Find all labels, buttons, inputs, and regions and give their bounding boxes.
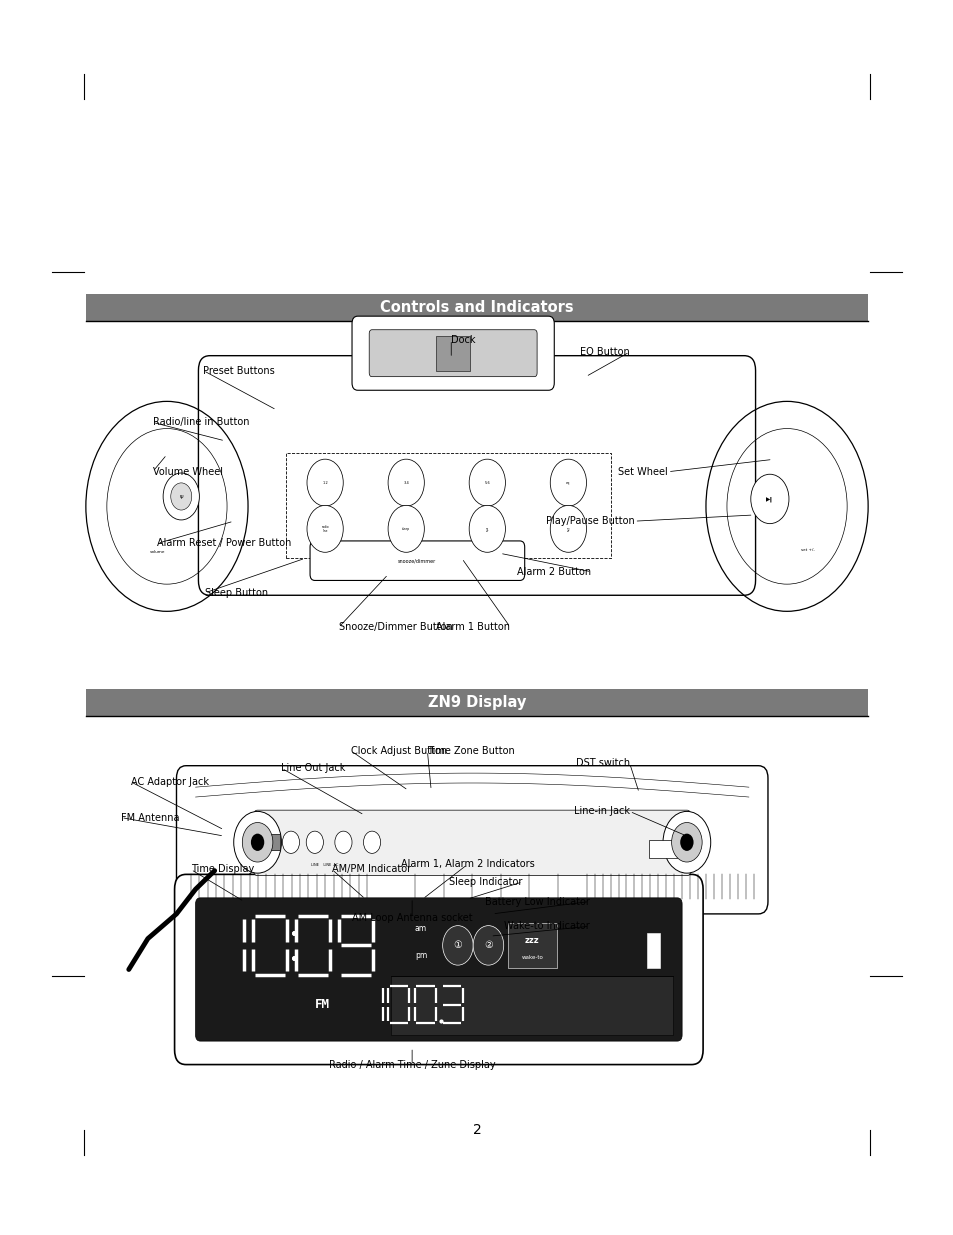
Text: Line Out Jack: Line Out Jack (281, 763, 345, 773)
Text: Alarm 1 Button: Alarm 1 Button (436, 622, 510, 632)
Text: Sleep Indicator: Sleep Indicator (449, 877, 522, 887)
Text: ▶‖: ▶‖ (765, 496, 773, 501)
Text: Controls and Indicators: Controls and Indicators (380, 300, 573, 315)
Text: ZN9 Display: ZN9 Display (427, 695, 526, 710)
Text: radio
line: radio line (321, 525, 329, 534)
Text: Volume Wheel: Volume Wheel (152, 467, 222, 477)
Circle shape (363, 831, 380, 853)
Text: Clock Adjust Button: Clock Adjust Button (351, 746, 447, 756)
Text: volume: volume (150, 551, 165, 555)
Bar (286, 453, 610, 558)
Text: am: am (415, 924, 427, 932)
Text: sleep: sleep (402, 527, 410, 531)
Text: Line-in Jack: Line-in Jack (573, 806, 629, 816)
Circle shape (307, 459, 343, 506)
Text: Sleep Button: Sleep Button (205, 588, 268, 598)
Circle shape (171, 483, 192, 510)
Text: AC Adaptor Jack: AC Adaptor Jack (131, 777, 209, 787)
FancyBboxPatch shape (369, 330, 537, 377)
Text: Time Zone Button: Time Zone Button (427, 746, 515, 756)
FancyBboxPatch shape (262, 834, 279, 850)
FancyBboxPatch shape (436, 336, 470, 370)
Bar (646, 934, 659, 968)
Text: Alarm Reset / Power Button: Alarm Reset / Power Button (157, 538, 292, 548)
Text: 1-2: 1-2 (322, 480, 328, 484)
Text: 2: 2 (472, 1123, 481, 1137)
Text: 5-6: 5-6 (484, 480, 490, 484)
Text: wake-to: wake-to (521, 955, 542, 961)
FancyBboxPatch shape (253, 810, 690, 876)
Text: Wake-to Indicator: Wake-to Indicator (503, 921, 589, 931)
FancyBboxPatch shape (507, 924, 557, 968)
FancyBboxPatch shape (391, 976, 672, 1035)
Circle shape (388, 459, 424, 506)
Circle shape (163, 473, 199, 520)
Circle shape (306, 831, 323, 853)
FancyBboxPatch shape (648, 840, 677, 858)
FancyBboxPatch shape (174, 874, 702, 1065)
Text: ⏰1: ⏰1 (485, 527, 489, 531)
Circle shape (469, 505, 505, 552)
Text: Radio / Alarm Time / Zune Display: Radio / Alarm Time / Zune Display (329, 1060, 495, 1070)
Text: eq: eq (566, 480, 570, 484)
Circle shape (335, 831, 352, 853)
Text: Dock: Dock (451, 335, 476, 345)
Circle shape (251, 834, 264, 851)
Text: Set Wheel: Set Wheel (618, 467, 667, 477)
Text: DST switch: DST switch (575, 758, 629, 768)
Text: Time Display: Time Display (191, 864, 253, 874)
Text: AM/PM Indicator: AM/PM Indicator (332, 864, 411, 874)
Text: ψ: ψ (179, 494, 183, 499)
Text: FM: FM (314, 998, 330, 1011)
Text: EQ Button: EQ Button (579, 347, 629, 357)
Text: Play/Pause Button: Play/Pause Button (545, 516, 634, 526)
Circle shape (679, 834, 693, 851)
FancyBboxPatch shape (198, 356, 755, 595)
FancyBboxPatch shape (86, 294, 867, 321)
Text: set +/-: set +/- (801, 548, 814, 552)
Text: Battery Low Indicator: Battery Low Indicator (484, 897, 589, 906)
FancyBboxPatch shape (195, 898, 681, 1041)
Circle shape (442, 926, 473, 966)
Text: Radio/line in Button: Radio/line in Button (152, 417, 249, 427)
Text: FM Antenna: FM Antenna (121, 813, 179, 823)
Text: Snooze/Dimmer Button: Snooze/Dimmer Button (338, 622, 452, 632)
Circle shape (242, 823, 273, 862)
Circle shape (469, 459, 505, 506)
Circle shape (750, 474, 788, 524)
Circle shape (307, 505, 343, 552)
Circle shape (671, 823, 701, 862)
FancyBboxPatch shape (352, 316, 554, 390)
Text: Preset Buttons: Preset Buttons (203, 366, 274, 375)
Circle shape (550, 459, 586, 506)
Text: ②: ② (483, 940, 493, 951)
Text: Alarm 1, Alarm 2 Indicators: Alarm 1, Alarm 2 Indicators (400, 860, 534, 869)
FancyBboxPatch shape (86, 689, 867, 716)
Text: Alarm 2 Button: Alarm 2 Button (517, 567, 591, 577)
Text: snooze/dimmer: snooze/dimmer (397, 558, 436, 563)
FancyBboxPatch shape (176, 766, 767, 914)
Circle shape (473, 926, 503, 966)
Circle shape (282, 831, 299, 853)
Text: zzz: zzz (524, 936, 539, 945)
Circle shape (233, 811, 281, 873)
Circle shape (662, 811, 710, 873)
FancyBboxPatch shape (310, 541, 524, 580)
Text: AM Loop Antenna socket: AM Loop Antenna socket (352, 913, 472, 923)
Text: LINE    LINE  AC: LINE LINE AC (311, 862, 337, 867)
Text: pm: pm (415, 951, 427, 960)
Text: ⏰2: ⏰2 (566, 527, 570, 531)
Circle shape (550, 505, 586, 552)
Text: 3-4: 3-4 (403, 480, 409, 484)
Circle shape (388, 505, 424, 552)
Text: ①: ① (453, 940, 462, 951)
